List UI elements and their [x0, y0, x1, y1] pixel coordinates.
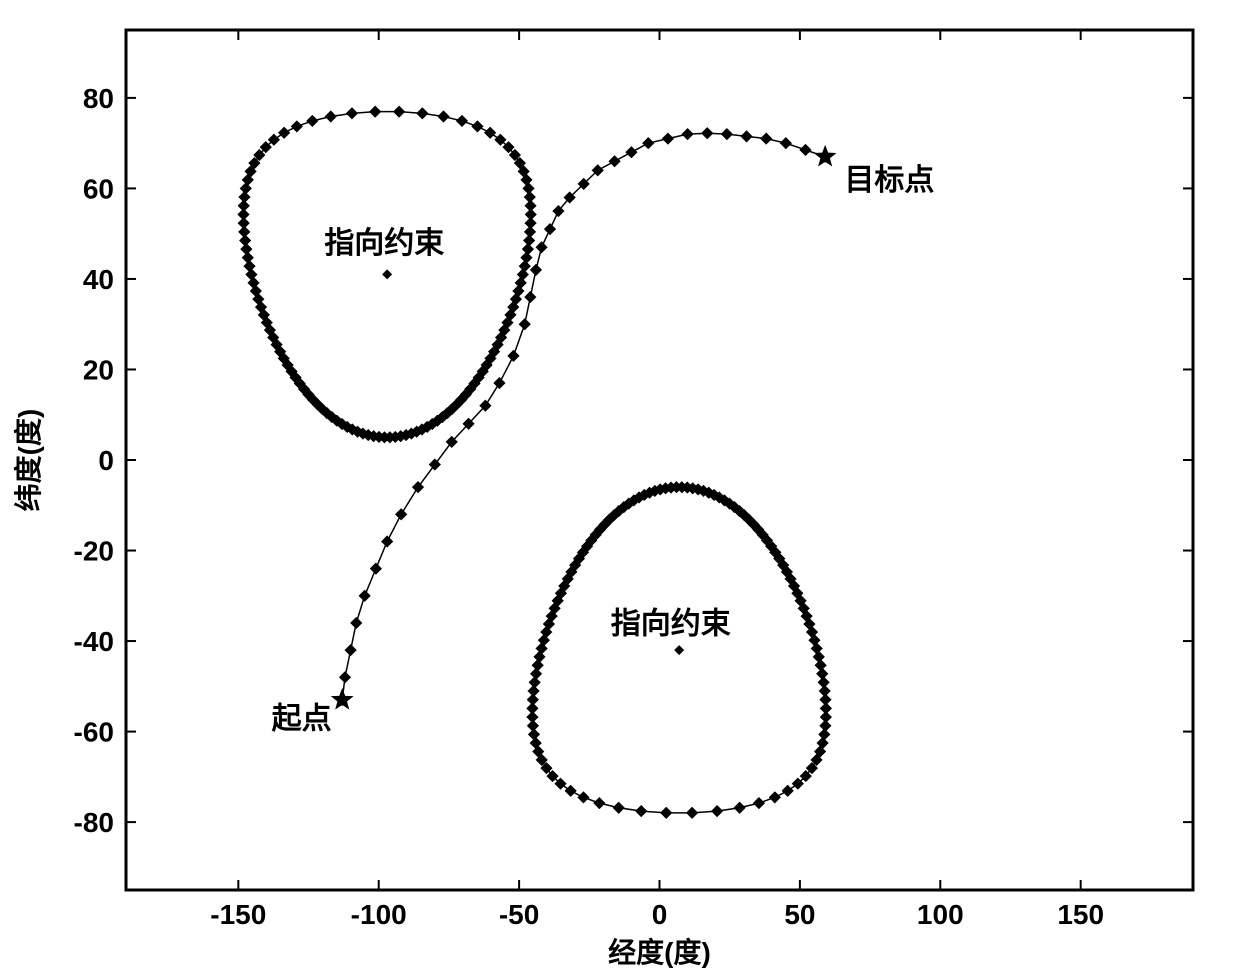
annotation: 目标点	[844, 164, 934, 197]
x-axis-label: 经度(度)	[608, 936, 711, 968]
y-tick-label: 80	[83, 83, 114, 114]
x-tick-label: 150	[1057, 899, 1104, 930]
plot-area	[126, 30, 1193, 890]
y-tick-label: -20	[74, 536, 114, 567]
annotation: 起点	[272, 703, 332, 736]
annotation: 指向约束	[324, 227, 444, 260]
x-tick-label: -50	[499, 899, 539, 930]
y-tick-label: -60	[74, 717, 114, 748]
y-tick-label: -40	[74, 626, 114, 657]
x-tick-label: -100	[351, 899, 407, 930]
x-tick-label: 100	[917, 899, 964, 930]
chart-canvas: -150 -100 -50 0 50 100 150 -80 -60 -40 -20 0 20 40 60 8…	[0, 0, 1240, 977]
y-tick-label: 40	[83, 264, 114, 295]
x-tick-label: 0	[652, 899, 668, 930]
annotation: 指向约束	[611, 607, 731, 640]
y-tick-label: 0	[98, 445, 114, 476]
y-tick-label: 60	[83, 173, 114, 204]
x-tick-label: 50	[784, 899, 815, 930]
y-tick-label: -80	[74, 807, 114, 838]
y-axis-label: 纬度(度)	[13, 409, 44, 512]
x-tick-label: -150	[210, 899, 266, 930]
y-tick-label: 20	[83, 354, 114, 385]
